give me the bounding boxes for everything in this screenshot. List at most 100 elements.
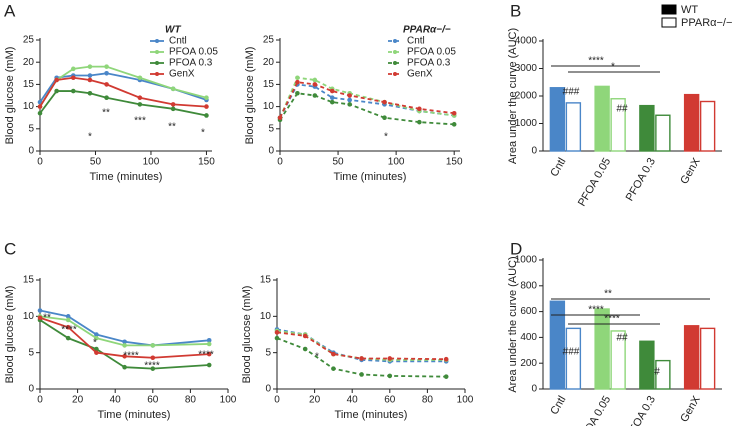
y-axis-label: Area under the curve (AUC)	[507, 256, 519, 392]
bar	[639, 340, 655, 390]
point	[329, 95, 335, 101]
legend-label: PPARα−/−	[681, 17, 732, 29]
y-tick-label: 15	[263, 79, 275, 90]
series-line	[276, 329, 447, 361]
x-tick-label: Cntl	[548, 156, 568, 179]
point	[65, 317, 71, 323]
legend-swatch	[661, 17, 677, 28]
point	[122, 343, 127, 348]
point	[150, 355, 156, 361]
y-tick-label: 10	[23, 311, 35, 322]
y-tick-label: 0	[531, 146, 537, 157]
point	[329, 99, 335, 105]
point	[302, 346, 308, 352]
y-axis-label: Blood glucose (mM)	[241, 286, 253, 384]
point	[87, 64, 93, 69]
y-tick-label: 2000	[515, 91, 538, 102]
legend-label: GenX	[407, 69, 433, 80]
point	[451, 110, 457, 116]
x-axis-label: Time (minutes)	[334, 171, 407, 183]
x-tick-label: 0	[37, 395, 43, 406]
x-tick-label: Cntl	[548, 394, 568, 417]
y-tick-label: 3000	[515, 63, 538, 74]
significance-label: ****	[588, 305, 604, 316]
series-line	[279, 81, 455, 119]
x-tick-label: 100	[220, 395, 237, 406]
series-line	[276, 337, 447, 378]
point	[274, 330, 280, 335]
legend-swatch	[661, 4, 677, 15]
point	[206, 362, 212, 368]
significance-label: ##	[616, 104, 628, 115]
panel-label: A	[4, 1, 16, 20]
point	[122, 364, 127, 370]
point	[295, 75, 300, 81]
y-tick-label: 0	[28, 384, 34, 395]
point	[295, 79, 300, 85]
significance-label: *	[384, 132, 388, 143]
point	[204, 113, 209, 118]
y-tick-label: 400	[520, 332, 537, 343]
bar	[699, 327, 716, 390]
point	[312, 82, 318, 87]
point	[37, 110, 43, 116]
point	[347, 93, 352, 98]
point	[387, 373, 393, 379]
point	[443, 356, 449, 362]
point	[170, 102, 176, 107]
bar	[565, 327, 582, 390]
point	[347, 102, 352, 107]
point	[65, 324, 71, 330]
point	[65, 314, 71, 319]
legend-label: PFOA 0.05	[169, 47, 218, 58]
bar	[594, 308, 610, 390]
point	[94, 332, 99, 337]
series-line	[279, 83, 455, 119]
y-tick-label: 1000	[515, 255, 538, 266]
point	[65, 335, 71, 341]
bar	[610, 98, 626, 152]
y-tick-label: 5	[28, 347, 34, 358]
series-line	[39, 65, 207, 108]
x-tick-label: 150	[446, 157, 463, 168]
x-tick-label: PFOA 0.3	[624, 156, 658, 203]
point	[312, 77, 318, 83]
significance-label: *	[611, 62, 615, 73]
bar	[655, 114, 671, 152]
x-tick-label: 60	[384, 395, 396, 406]
point	[170, 106, 176, 112]
point	[312, 93, 318, 98]
legend-marker	[393, 61, 397, 65]
significance-label: ****	[588, 56, 604, 67]
y-tick-label: 25	[263, 35, 275, 46]
significance-label: ****	[123, 351, 139, 362]
point	[137, 95, 143, 101]
significance-label: *	[315, 352, 319, 363]
y-tick-label: 10	[260, 311, 272, 322]
point	[329, 88, 335, 94]
significance-label: *	[93, 338, 97, 349]
significance-label: **	[102, 108, 110, 119]
x-tick-label: 20	[309, 395, 321, 406]
point	[37, 315, 43, 321]
point	[87, 73, 93, 78]
y-tick-label: 5	[268, 123, 274, 134]
legend-label: GenX	[169, 69, 195, 80]
y-tick-label: 0	[28, 146, 34, 157]
y-tick-label: 20	[23, 57, 35, 68]
significance-label: *	[201, 128, 205, 139]
point	[122, 339, 127, 345]
point	[54, 88, 59, 94]
point	[150, 343, 156, 348]
x-tick-label: PFOA 0.3	[624, 394, 658, 426]
point	[347, 97, 352, 103]
y-tick-label: 5	[28, 123, 34, 134]
point	[37, 308, 43, 313]
point	[104, 82, 109, 87]
y-tick-label: 15	[23, 275, 35, 286]
point	[37, 104, 43, 109]
x-tick-label: 0	[37, 157, 43, 168]
series-line	[39, 90, 207, 117]
point	[54, 77, 59, 83]
